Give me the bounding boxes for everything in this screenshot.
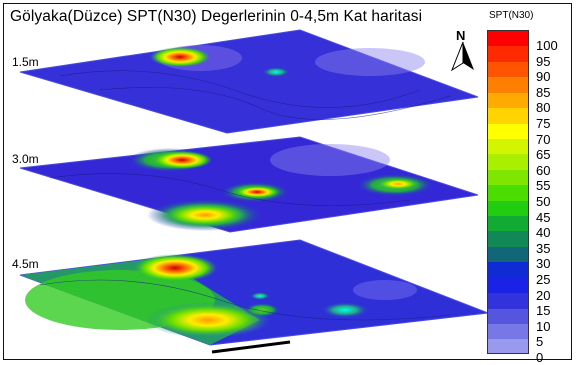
legend-title: SPT(N30) bbox=[489, 10, 534, 21]
legend-color-bar bbox=[487, 30, 529, 354]
layer-3-4-5m-surface bbox=[19, 239, 489, 354]
legend-tick-label: 65 bbox=[536, 147, 551, 163]
legend-tick-label: 60 bbox=[536, 162, 551, 178]
legend-swatch bbox=[488, 61, 528, 78]
legend-tick-label: 40 bbox=[536, 225, 551, 241]
legend-tick-label: 95 bbox=[536, 53, 551, 69]
legend-swatch bbox=[488, 339, 528, 353]
legend-tick-label: 85 bbox=[536, 84, 551, 100]
legend-swatch bbox=[488, 231, 528, 247]
legend-swatch bbox=[488, 31, 528, 47]
legend-swatch bbox=[488, 77, 528, 93]
layer-label-1-5m: 1.5m bbox=[12, 55, 39, 69]
legend-tick-label: 5 bbox=[536, 334, 544, 350]
legend-swatch bbox=[488, 169, 528, 186]
legend-swatch bbox=[488, 277, 528, 294]
legend-swatch bbox=[488, 293, 528, 309]
legend-tick-label: 0 bbox=[536, 350, 544, 365]
legend-swatch bbox=[488, 200, 528, 217]
legend-swatch bbox=[488, 246, 528, 263]
legend-tick-label: 10 bbox=[536, 318, 551, 334]
legend-tick-label: 30 bbox=[536, 256, 551, 272]
legend-tick-label: 90 bbox=[536, 69, 551, 85]
legend-tick-label: 70 bbox=[536, 131, 551, 147]
legend-tick-label: 15 bbox=[536, 303, 551, 319]
legend-tick-label: 45 bbox=[536, 209, 551, 225]
legend-swatch bbox=[488, 308, 528, 325]
legend-swatch bbox=[488, 138, 528, 155]
legend-tick-label: 50 bbox=[536, 194, 551, 209]
legend-tick-label: 100 bbox=[536, 38, 558, 53]
legend-swatch bbox=[488, 123, 528, 139]
legend-swatch bbox=[488, 185, 528, 201]
legend-swatch bbox=[488, 324, 528, 340]
legend-tick-label: 35 bbox=[536, 240, 551, 256]
layer-2-3-0m-surface bbox=[19, 136, 479, 233]
legend-tick-label: 25 bbox=[536, 272, 551, 287]
legend-swatch bbox=[488, 46, 528, 62]
layer-1-5m-surface bbox=[19, 29, 479, 134]
layer-label-4-5m: 4.5m bbox=[12, 257, 39, 271]
legend-swatch bbox=[488, 262, 528, 278]
map-title: Gölyaka(Düzce) SPT(N30) Degerlerinin 0-4… bbox=[10, 8, 423, 25]
legend-swatch bbox=[488, 92, 528, 109]
north-label: N bbox=[456, 28, 466, 43]
legend-swatch bbox=[488, 216, 528, 232]
legend-tick-label: 75 bbox=[536, 116, 551, 131]
legend-tick-label: 55 bbox=[536, 178, 551, 194]
legend-swatch bbox=[488, 108, 528, 124]
north-arrow-icon bbox=[450, 41, 474, 72]
legend-swatch bbox=[488, 154, 528, 170]
legend-tick-label: 20 bbox=[536, 287, 551, 303]
layer-label-3-0m: 3.0m bbox=[12, 152, 39, 166]
legend-tick-label: 80 bbox=[536, 100, 551, 116]
